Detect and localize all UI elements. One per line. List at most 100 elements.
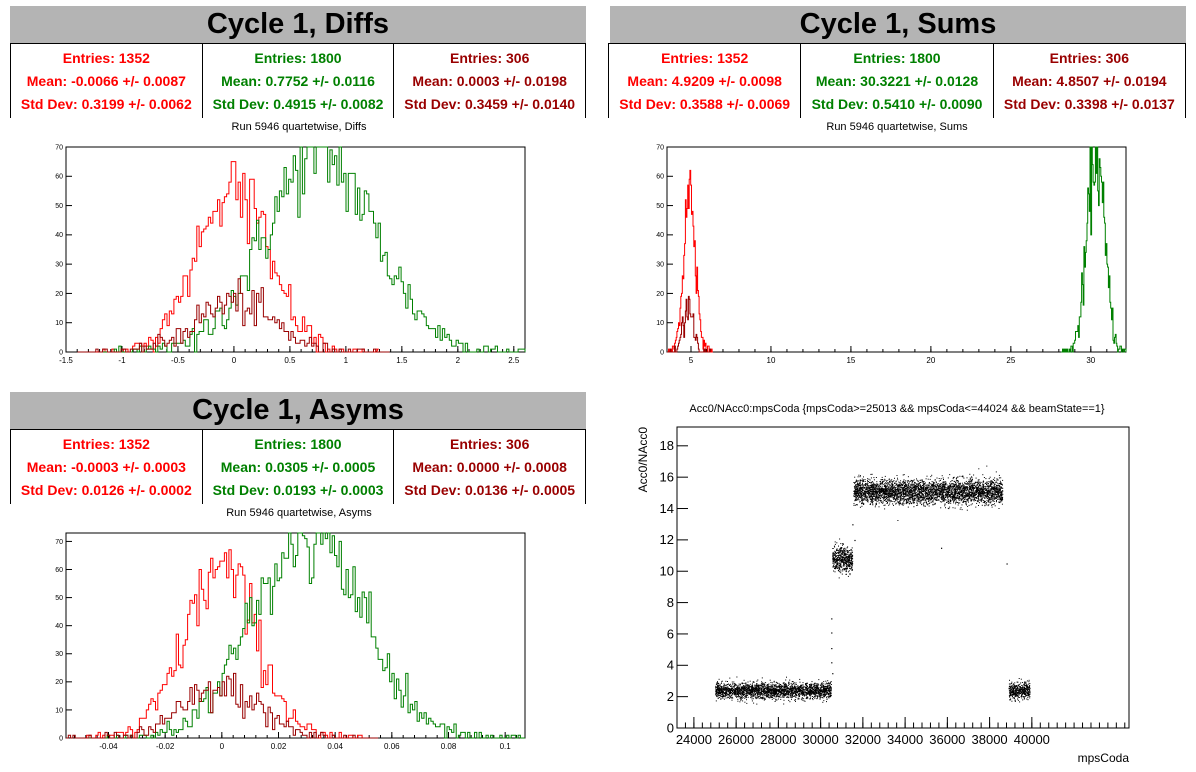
scatter-point [947,496,949,498]
scatter-point [768,694,770,695]
scatter-point [782,686,784,688]
scatter-point [815,684,817,686]
scatter-point [864,490,865,492]
scatter-point [747,692,749,694]
scatter-point [819,695,821,697]
scatter-point [797,697,799,699]
scatter-point [954,492,956,494]
scatter-point [842,553,844,555]
scatter-point [844,568,846,569]
scatter-point [754,693,756,695]
scatter-point [738,692,740,693]
scatter-point [918,492,920,494]
scatter-point [796,688,798,690]
scatter-point [738,690,740,692]
scatter-point [754,684,756,686]
scatter-point [743,686,745,688]
scatter-point [840,550,841,552]
scatter-point [844,558,846,560]
scatter-point [850,552,852,554]
scatter-point [754,689,756,691]
scatter-point [800,685,802,687]
scatter-point [872,489,874,491]
scatter-point [877,490,879,492]
scatter-point [830,684,832,685]
scatter-point [925,500,927,502]
scatter-point [792,688,793,689]
scatter-point [756,688,758,690]
scatter-point [916,478,917,480]
scatter-point [771,686,773,688]
scatter-point [873,484,875,486]
scatter-point [808,691,810,692]
scatter-point [953,495,954,497]
x-tick-label: 0 [220,742,225,751]
scatter-point [734,692,736,694]
scatter-point [793,691,795,692]
scatter-point [828,697,830,699]
scatter-point [764,689,765,691]
x-tick-label: 15 [846,356,855,365]
scatter-point [802,688,804,690]
scatter-point [896,485,898,487]
scatter-point [725,697,727,699]
scatter-point [972,483,974,485]
scatter-point [911,491,913,493]
y-axis-label: Acc0/NAcc0 [636,427,650,493]
scatter-point [922,487,924,489]
scatter-point [836,553,837,554]
scatter-point [845,556,847,558]
scatter-point [767,689,769,691]
scatter-point [763,696,765,698]
scatter-point [726,693,728,695]
scatter-point [817,688,819,690]
scatter-point [809,685,811,687]
scatter-point [770,681,772,683]
scatter-point [901,499,903,501]
scatter-point [771,691,773,693]
scatter-point [782,691,784,693]
scatter-point [737,691,739,693]
scatter-point [816,686,818,688]
scatter-point [851,547,853,549]
scatter-point [907,485,909,487]
scatter-point [922,495,924,497]
scatter-point [780,698,782,700]
scatter-point [775,692,776,694]
scatter-point [889,492,891,494]
scatter-point [772,696,773,698]
entries-label: Entries: 306 [449,49,530,66]
scatter-point [936,477,938,479]
scatter-point [826,693,828,695]
scatter-point [721,696,723,698]
scatter-point [743,689,745,691]
scatter-point [848,556,850,558]
scatter-point [955,479,957,481]
scatter-point [741,683,743,685]
scatter-point [857,476,859,478]
scatter-point [840,559,842,561]
scatter-point [974,498,976,500]
scatter-point [844,554,846,556]
scatter-point [836,562,838,564]
scatter-point [798,686,800,688]
scatter-point [851,567,853,569]
scatter-point [932,498,934,499]
scatter-point [774,687,775,689]
scatter-point [949,486,951,488]
scatter-point [863,498,865,500]
scatter-point [832,562,834,564]
y-tick-label: 60 [55,174,63,181]
scatter-point [801,691,803,693]
scatter-point [823,687,825,689]
scatter-point [733,683,735,685]
y-tick-label: 12 [660,532,674,547]
scatter-point [817,690,819,692]
scatter-point [792,693,794,695]
scatter-point [739,687,741,689]
scatter-point [728,688,729,689]
scatter-point [795,684,797,685]
scatter-point [844,561,846,563]
scatter-point [749,693,751,695]
scatter-point [902,503,904,505]
